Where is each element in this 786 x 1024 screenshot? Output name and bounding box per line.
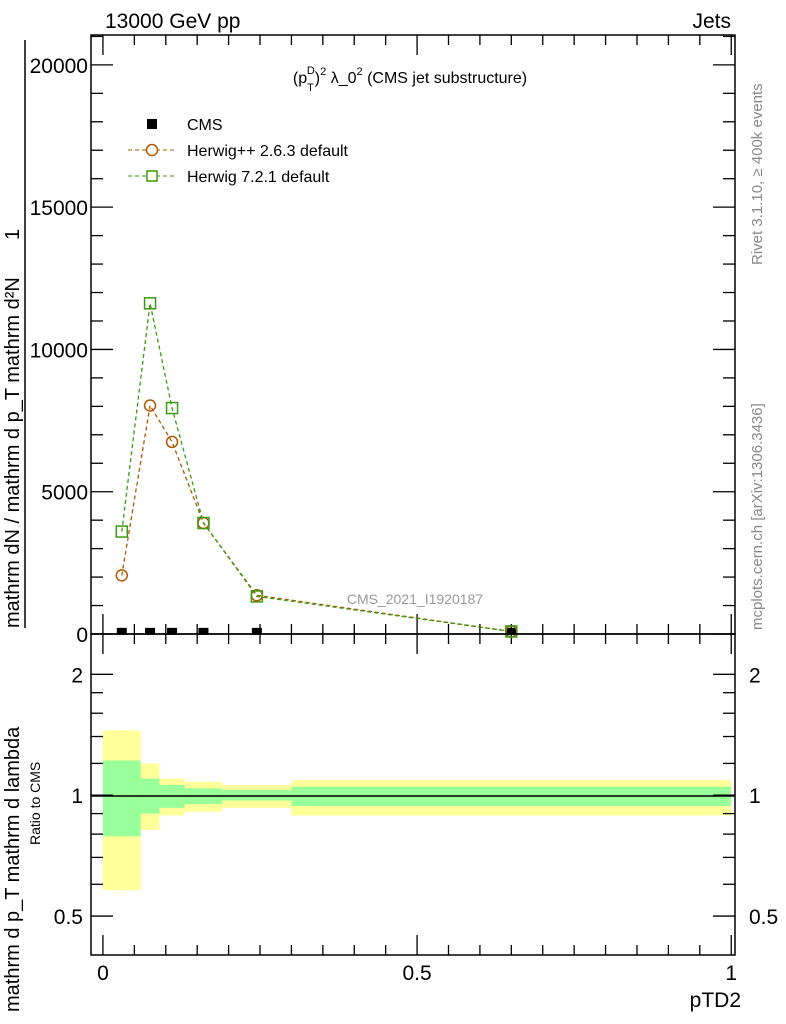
y-tick-label: 15000 — [30, 197, 88, 220]
y-tick-label: 5000 — [41, 482, 88, 505]
cms-data-point — [251, 627, 262, 635]
x-axis-label: pTD2 — [690, 989, 741, 1012]
herwig7-point — [165, 401, 179, 415]
cms-data-point — [116, 627, 127, 635]
legend-herwigpp-marker — [145, 143, 159, 157]
legend-cms-marker — [147, 119, 157, 129]
herwig7-point — [197, 516, 210, 530]
legend-herwig7-marker — [146, 170, 158, 182]
y-tick-label: 10000 — [30, 339, 88, 362]
ratio-frame — [90, 633, 736, 956]
herwigpp-point — [115, 569, 129, 582]
series-lines — [121, 303, 512, 633]
ratio-y-label: Ratio to CMS — [27, 762, 43, 845]
header-right: Jets — [692, 10, 731, 33]
ratio-bands — [102, 730, 732, 891]
mcplots-label: mcplots.cern.ch [arXiv:1306.3436] — [749, 403, 766, 630]
y-tick-label: 20000 — [30, 55, 88, 78]
herwig7-point — [115, 525, 129, 538]
legend: CMS Herwig++ 2.6.3 default Herwig 7.2.1 … — [128, 117, 349, 186]
rivet-label: Rivet 3.1.10, ≥ 400k events — [749, 83, 766, 265]
ratio-y-tick-label-right: 0.5 — [749, 906, 778, 929]
x-tick-label: 1 — [725, 962, 737, 985]
y-label-one: 1 — [2, 229, 24, 240]
herwig7-point — [143, 297, 157, 310]
ratio-y-tick-label: 2 — [71, 664, 83, 687]
x-tick-label: 0.5 — [402, 962, 431, 985]
ratio-y-tick-label: 1 — [71, 785, 83, 808]
header-left: 13000 GeV pp — [105, 10, 240, 33]
legend-cms-label: CMS — [187, 117, 223, 134]
herwigpp-point — [143, 399, 157, 412]
ratio-y-tick-label-right: 2 — [749, 664, 761, 687]
stat-band-bin — [102, 760, 141, 837]
legend-herwigpp-label: Herwig++ 2.6.3 default — [187, 143, 349, 160]
y-axis-label: mathrm dN / mathrm d p_T mathrm d²N 1 ma… — [2, 40, 26, 1012]
ratio-y-tick-label-right: 1 — [749, 785, 761, 808]
cms-data-point — [145, 627, 156, 635]
ratio-y-tick-label: 0.5 — [54, 906, 83, 929]
y-tick-label: 0 — [76, 624, 88, 647]
herwigpp-point — [165, 435, 179, 449]
tick-labels: 0 5000 10000 15000 20000 0 0.5 1 0.5 0.5 1 1 2 2 — [30, 55, 779, 985]
series-line-1 — [121, 403, 512, 633]
y-label-denominator: mathrm d p_T mathrm d lambda — [2, 726, 24, 1012]
herwig7-point — [250, 590, 264, 603]
analysis-watermark: CMS_2021_I1920187 — [347, 591, 483, 607]
series-markers — [115, 297, 518, 638]
series-line-2 — [121, 303, 512, 633]
legend-herwig7-label: Herwig 7.2.1 default — [187, 169, 330, 186]
cms-data-point — [167, 627, 178, 635]
cms-data-point — [198, 627, 209, 635]
herwig7-point — [505, 625, 518, 638]
x-tick-label: 0 — [97, 962, 109, 985]
cms-data-point — [506, 627, 517, 635]
plot-title: (pTD)2 λ_02 (CMS jet substructure) — [293, 65, 527, 94]
y-label-numerator: mathrm dN / mathrm d p_T mathrm d²N — [2, 277, 24, 628]
